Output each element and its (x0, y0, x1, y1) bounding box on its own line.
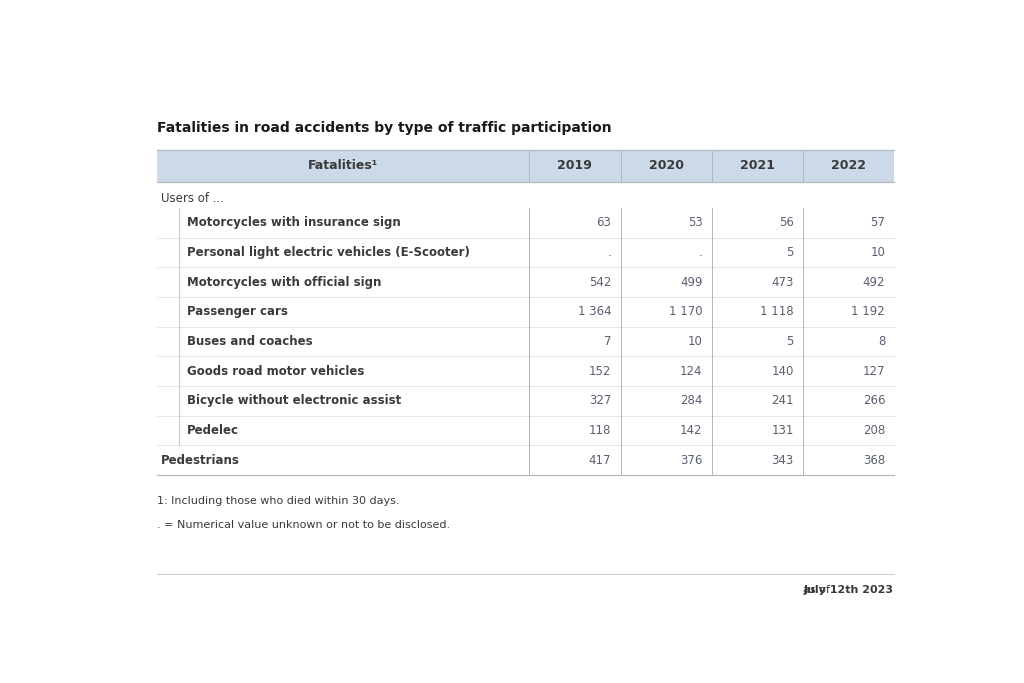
Text: 10: 10 (688, 335, 702, 348)
Text: Fatalities¹: Fatalities¹ (308, 159, 379, 172)
Text: 57: 57 (870, 217, 885, 229)
Bar (158, 150, 894, 182)
Text: 1 364: 1 364 (578, 305, 611, 318)
Text: 266: 266 (862, 394, 885, 407)
Text: 208: 208 (863, 424, 885, 437)
Text: 241: 241 (771, 394, 794, 407)
Text: 56: 56 (779, 217, 794, 229)
Text: 2020: 2020 (648, 159, 684, 172)
Text: Pedelec: Pedelec (187, 424, 239, 437)
Text: Passenger cars: Passenger cars (187, 305, 288, 318)
Text: 142: 142 (680, 424, 702, 437)
Text: 127: 127 (862, 365, 885, 378)
Text: Motorcycles with insurance sign: Motorcycles with insurance sign (187, 217, 400, 229)
Text: .: . (607, 246, 611, 259)
Text: 131: 131 (771, 424, 794, 437)
Text: 376: 376 (680, 454, 702, 466)
Text: 1 170: 1 170 (669, 305, 702, 318)
Text: Buses and coaches: Buses and coaches (187, 335, 312, 348)
Text: 417: 417 (589, 454, 611, 466)
Text: 1 192: 1 192 (851, 305, 885, 318)
Text: 343: 343 (772, 454, 794, 466)
Text: 5: 5 (786, 335, 794, 348)
Text: Pedestrians: Pedestrians (161, 454, 240, 466)
Text: 10: 10 (870, 246, 885, 259)
Text: 368: 368 (863, 454, 885, 466)
Text: 1: Including those who died within 30 days.: 1: Including those who died within 30 da… (158, 497, 400, 506)
Text: Fatalities in road accidents by type of traffic participation: Fatalities in road accidents by type of … (158, 121, 612, 135)
Text: 542: 542 (589, 276, 611, 289)
Text: 63: 63 (596, 217, 611, 229)
Text: 492: 492 (862, 276, 885, 289)
Text: 53: 53 (688, 217, 702, 229)
Text: Users of ...: Users of ... (161, 193, 223, 206)
Text: 7: 7 (604, 335, 611, 348)
Text: 118: 118 (589, 424, 611, 437)
Text: 1 118: 1 118 (760, 305, 794, 318)
Text: . = Numerical value unknown or not to be disclosed.: . = Numerical value unknown or not to be… (158, 520, 451, 529)
Text: 284: 284 (680, 394, 702, 407)
Text: Bicycle without electronic assist: Bicycle without electronic assist (187, 394, 401, 407)
Text: July 12th 2023: July 12th 2023 (804, 585, 894, 595)
Text: Personal light electric vehicles (E-Scooter): Personal light electric vehicles (E-Scoo… (187, 246, 470, 259)
Text: 2021: 2021 (740, 159, 775, 172)
Text: 327: 327 (589, 394, 611, 407)
Text: 2022: 2022 (831, 159, 866, 172)
Text: 2019: 2019 (557, 159, 592, 172)
Text: 152: 152 (589, 365, 611, 378)
Text: .: . (698, 246, 702, 259)
Text: 124: 124 (680, 365, 702, 378)
Text: 140: 140 (771, 365, 794, 378)
Text: 5: 5 (786, 246, 794, 259)
Text: 473: 473 (771, 276, 794, 289)
Text: 499: 499 (680, 276, 702, 289)
Text: Motorcycles with official sign: Motorcycles with official sign (187, 276, 381, 289)
Text: 8: 8 (878, 335, 885, 348)
Text: Goods road motor vehicles: Goods road motor vehicles (187, 365, 365, 378)
Text: as of: as of (803, 585, 834, 595)
